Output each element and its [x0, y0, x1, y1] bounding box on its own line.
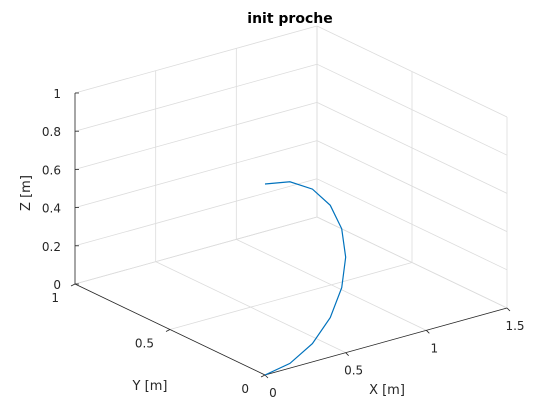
y-tick-label: 0: [241, 382, 249, 396]
z-axis-label: Z [m]: [19, 175, 34, 211]
y-tick-mark: [165, 329, 171, 332]
z-tick-label: 0.8: [42, 125, 61, 139]
z-tick-label: 1: [53, 87, 61, 101]
x-axis-label: X [m]: [369, 383, 405, 398]
grid-lines: [74, 25, 508, 376]
grid-line: [74, 25, 318, 94]
grid-line: [316, 140, 508, 232]
y-axis-label: Y [m]: [132, 379, 168, 394]
z-tick-label: 0: [53, 278, 61, 292]
grid-line: [316, 102, 508, 194]
chart-title: init proche: [247, 11, 332, 27]
grid-line: [316, 63, 508, 156]
grid-line: [74, 63, 318, 132]
x-tick-mark: [345, 352, 349, 356]
series-line: [264, 181, 347, 376]
y-tick-mark: [260, 374, 266, 378]
x-axis-line: [264, 307, 508, 376]
y-tick-mark: [70, 283, 76, 287]
y-tick-label: 1: [51, 291, 59, 305]
grid-line: [74, 178, 318, 247]
axes: [70, 92, 511, 379]
z-tick-label: 0.2: [42, 240, 61, 254]
x-tick-label: 1: [431, 341, 439, 355]
x-tick-mark: [264, 374, 269, 379]
grid-line: [74, 216, 318, 285]
grid-line: [316, 178, 508, 271]
x-tick-label: 0: [269, 386, 277, 400]
z-tick-label: 0.4: [42, 202, 61, 216]
series-layer: [264, 181, 347, 376]
x-tick-mark: [426, 330, 430, 334]
grid-line: [74, 102, 318, 170]
x-tick-label: 1.5: [505, 319, 524, 333]
y-tick-label: 0.5: [135, 337, 154, 351]
grid-line: [74, 140, 318, 208]
grid-line: [316, 25, 508, 118]
grid-line: [169, 262, 413, 330]
x-tick-label: 0.5: [344, 364, 363, 378]
z-tick-label: 0.6: [42, 163, 61, 177]
x-tick-mark: [506, 307, 511, 312]
